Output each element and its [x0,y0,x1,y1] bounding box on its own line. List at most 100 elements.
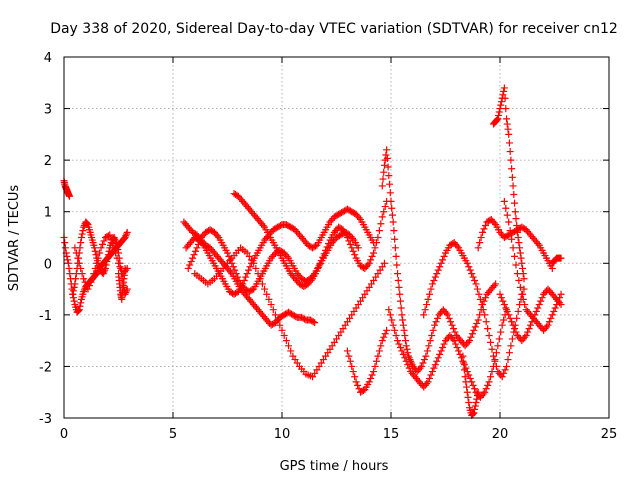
data-point [322,246,330,254]
data-point [395,340,403,348]
data-point [437,347,445,355]
data-point [471,276,479,284]
data-point [418,362,426,370]
data-point [406,356,414,364]
data-point [252,264,260,272]
data-point [439,344,447,352]
data-point [497,101,505,109]
data-point [482,318,490,326]
data-point [436,263,444,271]
data-point [462,364,470,372]
data-point [375,347,383,355]
data-point [402,357,410,365]
data-point [520,275,528,283]
data-point [528,318,536,326]
data-point [386,189,394,197]
series-arc-11 [343,326,391,396]
data-point [495,111,503,119]
data-point [392,331,400,339]
data-point [465,263,473,271]
series-arc-16 [489,84,528,283]
data-point [371,362,379,370]
data-point [396,344,404,352]
data-point [473,319,481,327]
y-tick-label: 0 [44,257,52,272]
y-tick-label: -1 [39,309,52,324]
data-point [430,364,438,372]
data-point [494,342,502,350]
data-point [514,234,522,241]
data-point [519,264,527,272]
data-point [83,219,91,227]
y-tick-label: 3 [44,103,52,118]
data-point [285,342,293,350]
data-point [492,362,500,370]
data-point [349,247,357,255]
data-point [274,316,282,324]
data-point [71,244,79,252]
data-point [307,276,315,284]
data-point [65,192,73,200]
data-point [433,270,441,278]
data-point [509,182,517,190]
data-point [537,297,545,305]
data-point [374,234,382,241]
data-point [375,227,383,235]
data-point [390,227,398,235]
data-point [189,254,197,262]
data-point [500,316,508,324]
data-point [231,266,239,274]
data-point [77,239,85,247]
data-point [497,98,505,106]
data-point [487,373,495,381]
data-point [468,270,476,278]
series-arc-18 [500,197,565,334]
data-point [472,399,480,407]
chart-title: Day 338 of 2020, Sidereal Day-to-day VTE… [50,21,618,37]
data-point [513,314,521,322]
data-point [463,388,471,396]
data-point [380,161,388,169]
data-point [510,191,518,199]
data-point [97,244,105,252]
data-point [402,342,410,350]
data-point [470,326,478,334]
series-arc-04 [71,231,131,293]
data-point [548,311,556,319]
data-point [66,270,74,278]
data-point [380,168,388,176]
data-point [115,259,122,267]
data-point [243,270,251,278]
data-point [313,267,321,275]
data-point [391,235,399,243]
data-point [457,354,465,362]
data-point [267,301,275,309]
data-point [426,337,434,345]
series-arc-05 [115,264,129,303]
data-point [502,105,510,113]
data-point [370,368,378,376]
data-point [382,151,390,159]
data-point [365,259,373,267]
data-point [70,283,78,291]
data-point [76,302,84,310]
y-axis-label: SDTVAR / TECUs [7,185,22,292]
data-point [505,311,513,319]
data-point [392,252,400,260]
data-point [465,371,473,379]
data-point [471,405,479,413]
data-point [481,311,489,319]
data-point [259,221,267,229]
data-point [557,290,565,298]
data-point [465,337,473,345]
data-point [429,326,437,334]
data-point [424,378,432,386]
data-point [381,330,389,338]
data-point [505,130,513,138]
data-point [104,254,112,262]
data-point [316,260,324,268]
data-point [99,270,107,278]
data-point [387,197,395,205]
data-point [367,256,375,264]
data-point [386,311,394,319]
